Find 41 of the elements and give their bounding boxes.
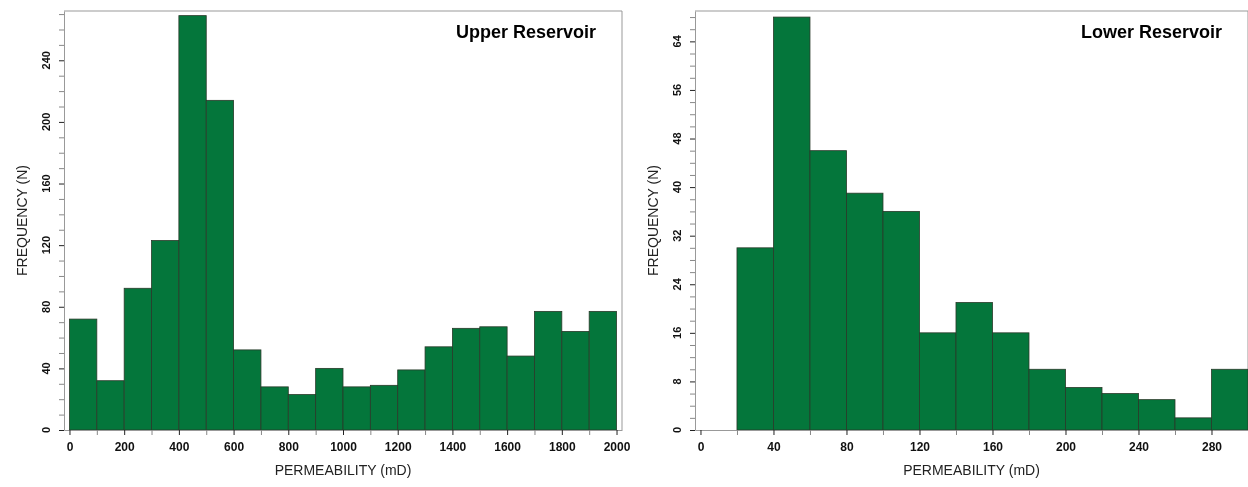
x-tick-label: 600 xyxy=(224,440,245,455)
y-axis-title: FREQUENCY (N) xyxy=(13,165,30,276)
x-tick-label: 120 xyxy=(909,440,931,455)
x-tick-label: 200 xyxy=(1055,440,1077,455)
x-tick-label: 800 xyxy=(278,440,300,455)
x-tick-label: 40 xyxy=(767,440,781,455)
y-tick-label: 40 xyxy=(670,180,683,194)
y-tick-label: 0 xyxy=(39,426,52,434)
text: Upper Reservoir xyxy=(455,22,596,42)
x-tick-label: 2000 xyxy=(603,440,631,455)
x-tick-label: 1000 xyxy=(330,440,358,455)
x-tick-label: 280 xyxy=(1201,440,1223,455)
x-tick-label: 160 xyxy=(982,440,1004,455)
x-axis-title: PERMEABILITY (mD) xyxy=(274,462,412,478)
y-tick-label: 8 xyxy=(670,378,683,385)
x-tick-label: 400 xyxy=(169,440,190,455)
text: Lower Reservoir xyxy=(1080,22,1222,42)
x-tick-label: 1200 xyxy=(384,440,412,455)
x-tick-label: 200 xyxy=(114,440,136,455)
y-tick-label: 48 xyxy=(670,132,683,145)
y-tick-label: 56 xyxy=(670,83,683,97)
y-tick-label: 200 xyxy=(39,112,52,132)
x-tick-label: 0 xyxy=(66,440,74,455)
y-tick-label: 16 xyxy=(670,326,683,339)
y-tick-label: 80 xyxy=(39,300,52,313)
x-tick-label: 1400 xyxy=(439,440,467,455)
x-tick-label: 1800 xyxy=(548,440,576,455)
y-tick-label: 240 xyxy=(39,51,52,70)
y-tick-label: 120 xyxy=(39,235,52,255)
x-tick-label: 0 xyxy=(697,440,705,455)
y-tick-label: 0 xyxy=(670,426,683,434)
x-tick-label: 1600 xyxy=(494,440,522,455)
x-tick-label: 80 xyxy=(840,440,854,455)
y-axis-title: FREQUENCY (N) xyxy=(644,165,661,276)
y-tick-label: 160 xyxy=(39,174,52,193)
y-tick-label: 32 xyxy=(670,229,683,242)
x-tick-label: 240 xyxy=(1128,440,1150,455)
y-tick-label: 40 xyxy=(39,362,52,375)
x-axis-title: PERMEABILITY (mD) xyxy=(903,462,1040,478)
y-tick-label: 24 xyxy=(670,277,683,291)
y-tick-label: 64 xyxy=(670,34,683,48)
